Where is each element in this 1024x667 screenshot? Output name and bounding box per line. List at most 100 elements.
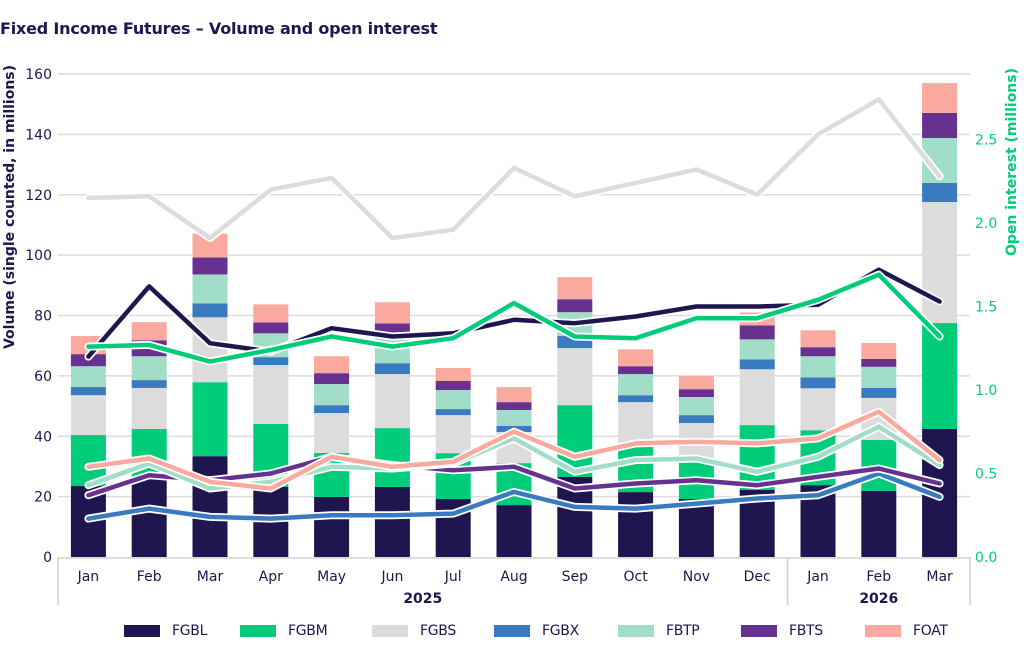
bar-segment-fgbs (618, 402, 654, 445)
bar-segment-fgbs (435, 415, 471, 454)
y2-tick-label: 2.0 (975, 216, 997, 232)
legend-label: FGBX (542, 623, 579, 639)
bar-segment-fgbx (678, 415, 714, 423)
bar-stack (131, 322, 167, 557)
chart-title: Fixed Income Futures – Volume and open i… (0, 19, 438, 38)
legend-label: FBTS (789, 623, 823, 639)
open-interest-lines (84, 95, 944, 523)
legend-item-fbtp: FBTP (618, 619, 700, 643)
bar-segment-foat (131, 322, 167, 341)
x-tick-label: Jul (444, 569, 462, 585)
bar-segment-fbts (922, 112, 958, 138)
x-tick-label: Mar (926, 569, 953, 585)
bar-segment-foat (861, 342, 897, 359)
x-tick-label: Sep (562, 569, 589, 585)
bar-segment-fgbx (314, 405, 350, 414)
y2-tick-label: 0.0 (975, 550, 997, 566)
bar-segment-fgbx (800, 377, 836, 389)
legend-swatch (741, 625, 777, 637)
y-tick-label: 40 (34, 429, 52, 445)
bar-segment-fgbm (922, 323, 958, 430)
bar-segment-foat (435, 368, 471, 382)
y-tick-label: 0 (43, 550, 52, 566)
y-tick-label: 160 (25, 67, 52, 83)
legend-item-foat: FOAT (865, 619, 948, 643)
bar-segment-foat (192, 233, 228, 258)
y2-tick-label: 1.0 (975, 383, 997, 399)
bar-segment-fbts (496, 402, 532, 410)
legend-item-fgbm: FGBM (240, 619, 328, 643)
bar-segment-foat (557, 277, 593, 300)
bar-stack (800, 330, 836, 557)
bar-segment-fgbx (435, 409, 471, 416)
bar-segment-fgbl (678, 499, 714, 557)
y-tick-label: 60 (34, 369, 52, 385)
bar-segment-fgbl (131, 478, 167, 557)
x-tick-label: May (317, 569, 346, 585)
legend-item-fgbx: FGBX (494, 619, 579, 643)
bar-segment-fgbs (800, 388, 836, 431)
y2-tick-label: 2.5 (975, 132, 997, 148)
x-group-label: 2025 (403, 591, 442, 607)
bar-segment-fbtp (678, 397, 714, 416)
bar-segment-fbts (861, 358, 897, 367)
legend-label: FGBM (288, 623, 328, 639)
x-tick-label: Jun (380, 569, 403, 585)
x-tick-label: Mar (197, 569, 224, 585)
bar-segment-fgbx (253, 357, 289, 366)
y-tick-label: 20 (34, 490, 52, 506)
y-axis-right-title: Open interest (millions) (1004, 68, 1020, 256)
bar-segment-fgbl (618, 492, 654, 557)
bar-segment-fbts (557, 299, 593, 313)
bar-segment-fgbm (374, 428, 410, 487)
bar-segment-fgbx (618, 395, 654, 403)
bar-segment-fbtp (131, 356, 167, 381)
bar-stack (70, 336, 106, 557)
legend-swatch (618, 625, 654, 637)
bar-stack (739, 312, 775, 557)
bar-segment-fgbl (314, 496, 350, 557)
y-axis-right-ticks: 0.0 0.5 1.0 1.5 2.0 2.5 (975, 132, 997, 566)
bar-segment-fbtp (800, 356, 836, 378)
legend-swatch (240, 625, 276, 637)
bar-segment-fbts (253, 322, 289, 334)
bar-stack (861, 342, 897, 557)
y-axis-left-title: Volume (single counted, in millions) (2, 65, 18, 349)
bar-segment-fgbl (374, 486, 410, 557)
legend: FGBL FGBM FGBS FGBX FBTP FBTS FOAT (0, 619, 1024, 643)
bar-segment-fbtp (192, 274, 228, 304)
x-tick-label: Nov (683, 569, 710, 585)
bar-segment-fgbs (739, 369, 775, 426)
line-fgbx (86, 471, 942, 521)
x-tick-label: Apr (259, 569, 283, 585)
x-tick-label: Oct (623, 569, 648, 585)
bar-segment-fgbx (861, 387, 897, 398)
x-tick-label: Feb (866, 569, 891, 585)
legend-label: FBTP (666, 623, 700, 639)
bar-segment-foat (374, 302, 410, 324)
bar-segment-fgbx (70, 387, 106, 396)
bar-segment-fbtp (861, 366, 897, 388)
bar-stack (678, 376, 714, 557)
bar-segment-fgbl (192, 456, 228, 557)
bar-segment-fgbx (131, 380, 167, 388)
bar-segment-fbtp (435, 390, 471, 410)
bar-segment-fbtp (314, 384, 350, 406)
line-fbts (86, 454, 942, 498)
bar-segment-fgbs (374, 374, 410, 429)
bar-segment-fgbm (192, 382, 228, 457)
bar-segment-fbtp (496, 409, 532, 426)
x-tick-label: Jan (806, 569, 829, 585)
bar-segment-fbtp (739, 339, 775, 360)
x-group-label: 2026 (859, 591, 898, 607)
bar-stack (192, 233, 228, 557)
bar-segment-foat (496, 387, 532, 403)
y-axis-left-ticks: 0 20 40 60 80 100 120 140 160 (25, 67, 52, 566)
bar-segment-fbts (192, 257, 228, 275)
legend-label: FGBS (420, 623, 456, 639)
legend-swatch (372, 625, 408, 637)
bar-segment-fbtp (618, 374, 654, 396)
bar-segment-fbts (374, 323, 410, 334)
x-tick-label: Jan (77, 569, 100, 585)
